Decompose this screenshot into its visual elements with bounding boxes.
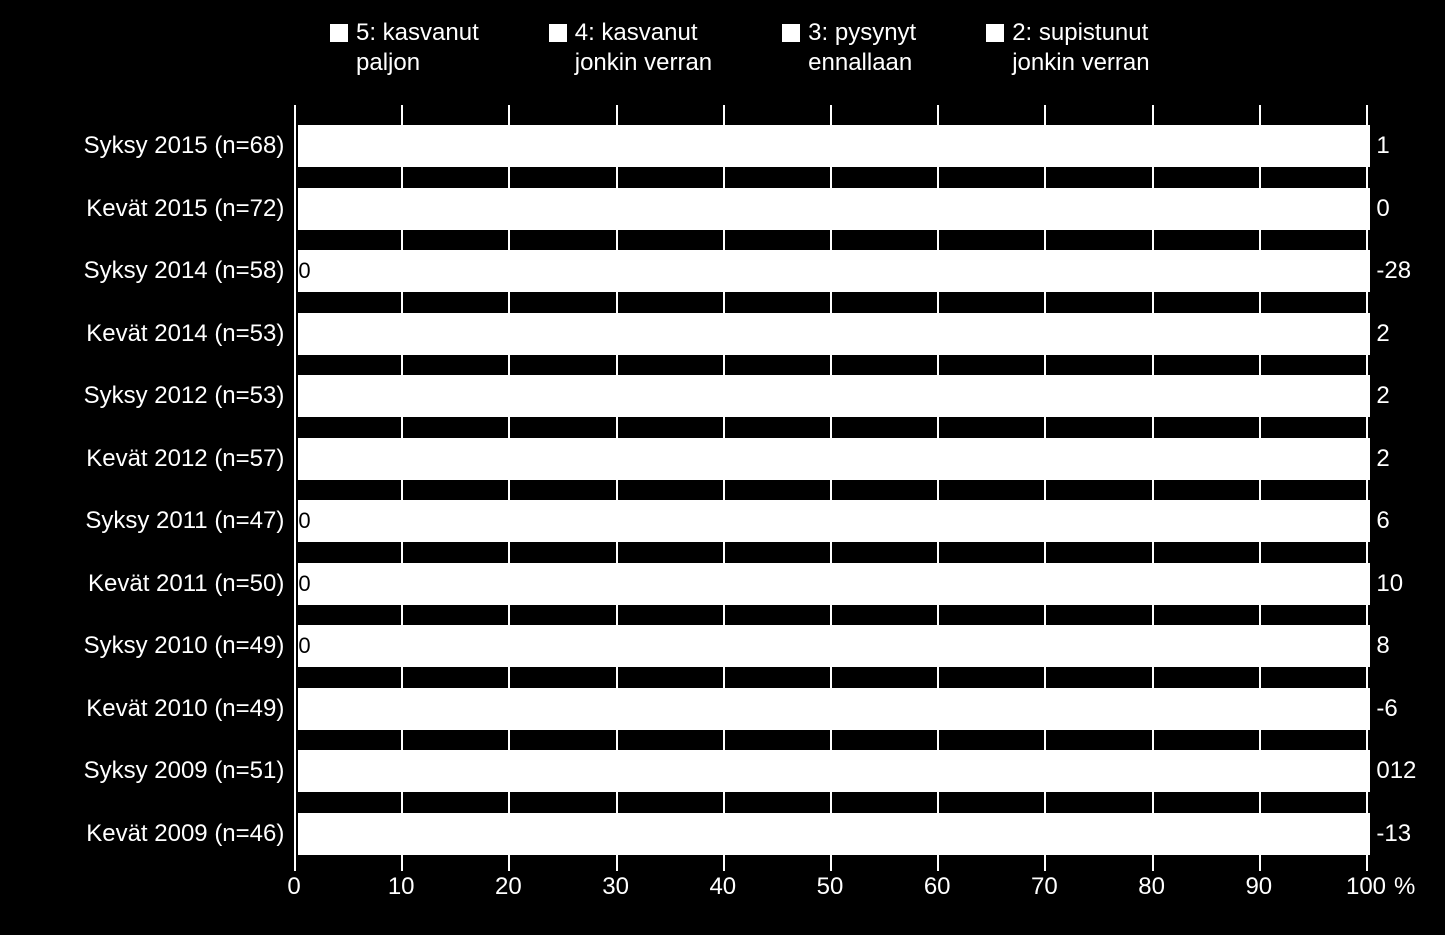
x-unit-label: % [1394, 873, 1415, 901]
x-tick-label: 20 [495, 873, 522, 901]
chart-rows: Syksy 2015 (n=68)1Kevät 2015 (n=72)0Syks… [0, 115, 1445, 865]
bar-track [298, 438, 1370, 480]
bar-track [298, 813, 1370, 855]
x-tick-label: 90 [1245, 873, 1272, 901]
bar-track [298, 313, 1370, 355]
bar-fill [298, 250, 1370, 292]
legend-swatch [782, 24, 800, 42]
legend-swatch [330, 24, 348, 42]
chart-row: Syksy 2014 (n=58)0 -28 [0, 250, 1445, 292]
legend-label: 2: supistunut jonkin verran [1012, 18, 1149, 78]
bar-track [298, 188, 1370, 230]
bar-left-value: 0 [296, 633, 310, 659]
legend-label: 5: kasvanut paljon [356, 18, 479, 78]
bar-track [298, 750, 1370, 792]
bar-track [298, 688, 1370, 730]
chart-row: Syksy 2009 (n=51) 012 [0, 750, 1445, 792]
chart-row: Syksy 2010 (n=49)0 8 [0, 625, 1445, 667]
bar-track [298, 375, 1370, 417]
chart-row: Kevät 2009 (n=46) -13 [0, 813, 1445, 855]
bar-left-value: 0 [296, 258, 310, 284]
row-category-label: Kevät 2010 (n=49) [0, 695, 296, 723]
bar-track: 0 [298, 250, 1370, 292]
legend-item-4: 4: kasvanut jonkin verran [549, 18, 712, 78]
bar-track: 0 [298, 500, 1370, 542]
row-right-value: 2 [1370, 320, 1445, 348]
chart-row: Syksy 2012 (n=53) 2 [0, 375, 1445, 417]
row-right-value: 10 [1370, 570, 1445, 598]
legend-swatch [986, 24, 1004, 42]
row-category-label: Syksy 2012 (n=53) [0, 382, 296, 410]
x-tick-label: 10 [388, 873, 415, 901]
row-right-value: -13 [1370, 820, 1445, 848]
legend-swatch [549, 24, 567, 42]
row-category-label: Syksy 2009 (n=51) [0, 757, 296, 785]
legend-label: 4: kasvanut jonkin verran [575, 18, 712, 78]
row-right-value: 2 [1370, 445, 1445, 473]
row-right-value: 0 [1370, 195, 1445, 223]
bar-fill [298, 438, 1370, 480]
bar-left-value: 0 [296, 508, 310, 534]
bar-left-value: 0 [296, 571, 310, 597]
legend-item-2: 2: supistunut jonkin verran [986, 18, 1149, 78]
row-category-label: Kevät 2009 (n=46) [0, 820, 296, 848]
x-tick-label: 60 [924, 873, 951, 901]
chart-row: Kevät 2012 (n=57) 2 [0, 438, 1445, 480]
row-category-label: Kevät 2012 (n=57) [0, 445, 296, 473]
bar-track: 0 [298, 625, 1370, 667]
row-category-label: Kevät 2015 (n=72) [0, 195, 296, 223]
chart-row: Kevät 2011 (n=50)0 10 [0, 563, 1445, 605]
bar-fill [298, 625, 1370, 667]
x-axis: 0102030405060708090100% [294, 873, 1366, 913]
chart-row: Kevät 2015 (n=72) 0 [0, 188, 1445, 230]
row-right-value: 1 [1370, 132, 1445, 160]
chart-row: Kevät 2010 (n=49) -6 [0, 688, 1445, 730]
chart-row: Kevät 2014 (n=53) 2 [0, 313, 1445, 355]
bar-fill [298, 375, 1370, 417]
bar-track [298, 125, 1370, 167]
plot-area: Syksy 2015 (n=68)1Kevät 2015 (n=72)0Syks… [0, 115, 1445, 865]
chart-row: Syksy 2015 (n=68) 1 [0, 125, 1445, 167]
row-category-label: Syksy 2014 (n=58) [0, 257, 296, 285]
x-tick-label: 70 [1031, 873, 1058, 901]
row-category-label: Syksy 2011 (n=47) [0, 507, 296, 535]
x-tick-label: 30 [602, 873, 629, 901]
row-category-label: Kevät 2014 (n=53) [0, 320, 296, 348]
bar-fill [298, 313, 1370, 355]
chart-row: Syksy 2011 (n=47)0 6 [0, 500, 1445, 542]
x-tick-label: 80 [1138, 873, 1165, 901]
x-tick-label: 0 [287, 873, 300, 901]
bar-fill [298, 750, 1370, 792]
row-right-value: -28 [1370, 257, 1445, 285]
bar-fill [298, 563, 1370, 605]
legend-label: 3: pysynyt ennallaan [808, 18, 916, 78]
legend-item-5: 5: kasvanut paljon [330, 18, 479, 78]
chart-legend: 5: kasvanut paljon 4: kasvanut jonkin ve… [330, 18, 1425, 78]
x-tick-label: 100 [1346, 873, 1386, 901]
x-tick-label: 50 [817, 873, 844, 901]
legend-item-3: 3: pysynyt ennallaan [782, 18, 916, 78]
x-tick-label: 40 [709, 873, 736, 901]
bar-fill [298, 125, 1370, 167]
row-right-value: -6 [1370, 695, 1445, 723]
row-category-label: Syksy 2015 (n=68) [0, 132, 296, 160]
bar-fill [298, 188, 1370, 230]
row-category-label: Syksy 2010 (n=49) [0, 632, 296, 660]
row-category-label: Kevät 2011 (n=50) [0, 570, 296, 598]
bar-fill [298, 688, 1370, 730]
row-right-value: 2 [1370, 382, 1445, 410]
bar-fill [298, 813, 1370, 855]
row-right-value: 012 [1370, 757, 1445, 785]
bar-track: 0 [298, 563, 1370, 605]
row-right-value: 8 [1370, 632, 1445, 660]
bar-fill [298, 500, 1370, 542]
survey-trend-chart: 5: kasvanut paljon 4: kasvanut jonkin ve… [0, 0, 1445, 935]
row-right-value: 6 [1370, 507, 1445, 535]
